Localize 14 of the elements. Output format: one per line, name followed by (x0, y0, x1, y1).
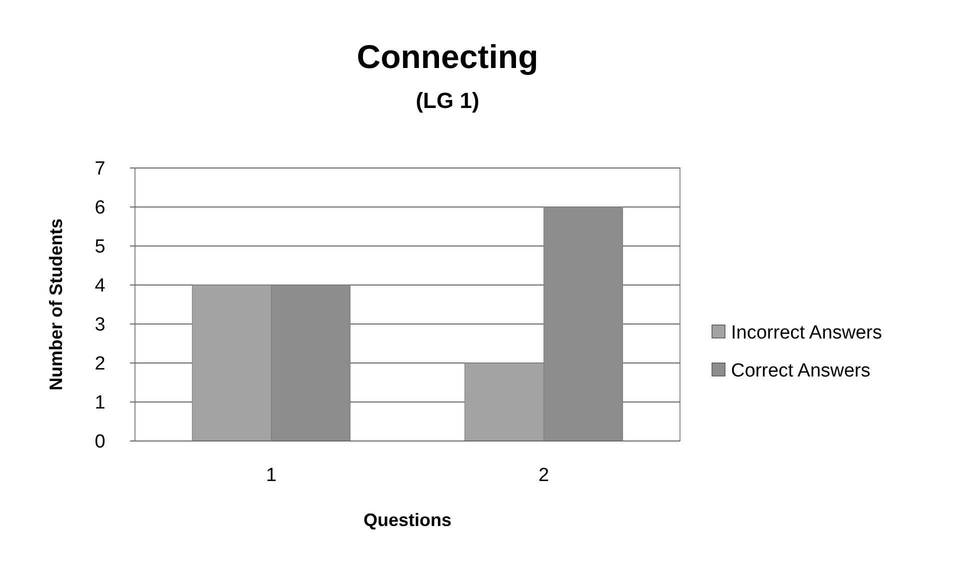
legend-label: Correct Answers (731, 360, 870, 382)
y-tick-label: 1 (94, 392, 106, 414)
legend-label: Incorrect Answers (731, 322, 882, 344)
y-tick-label: 0 (94, 432, 106, 453)
chart-title: Connecting (356, 38, 538, 75)
y-tick-label: 5 (94, 236, 106, 258)
y-tick-label: 2 (94, 354, 106, 375)
y-axis-title: Number of Students (46, 218, 66, 391)
y-tick-label: 3 (94, 314, 106, 336)
y-tick-label: 4 (94, 276, 106, 297)
chart-subtitle: (LG 1) (416, 88, 480, 113)
y-tick-label: 6 (94, 198, 106, 219)
x-axis-title: Questions (363, 510, 452, 530)
y-tick-label: 7 (94, 158, 106, 180)
